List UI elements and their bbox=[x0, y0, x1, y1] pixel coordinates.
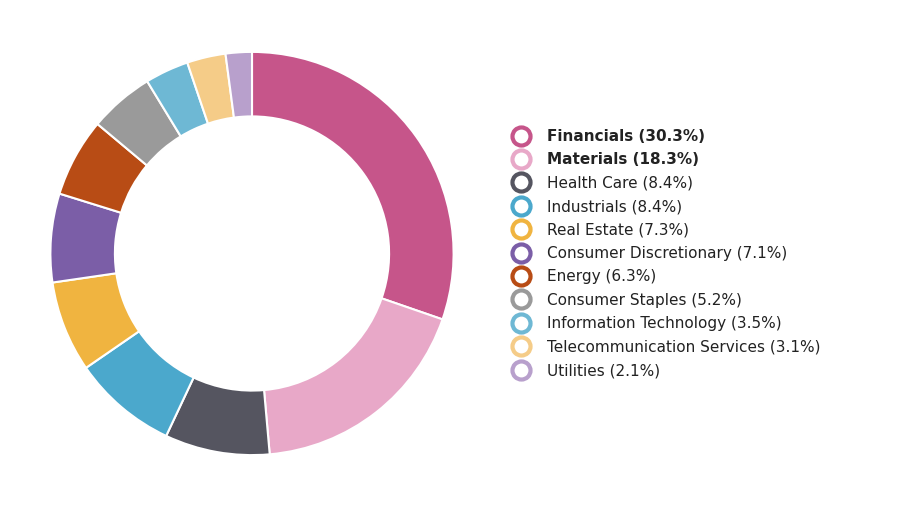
Wedge shape bbox=[264, 298, 443, 454]
Wedge shape bbox=[187, 54, 234, 124]
Wedge shape bbox=[86, 331, 194, 436]
Legend: Financials (30.3%), Materials (18.3%), Health Care (8.4%), Industrials (8.4%), R: Financials (30.3%), Materials (18.3%), H… bbox=[506, 129, 821, 378]
Wedge shape bbox=[59, 124, 147, 213]
Wedge shape bbox=[226, 52, 252, 118]
Wedge shape bbox=[50, 194, 122, 282]
Wedge shape bbox=[252, 52, 454, 319]
Wedge shape bbox=[148, 62, 208, 136]
Wedge shape bbox=[166, 378, 270, 455]
Wedge shape bbox=[97, 81, 181, 165]
Wedge shape bbox=[52, 273, 140, 368]
